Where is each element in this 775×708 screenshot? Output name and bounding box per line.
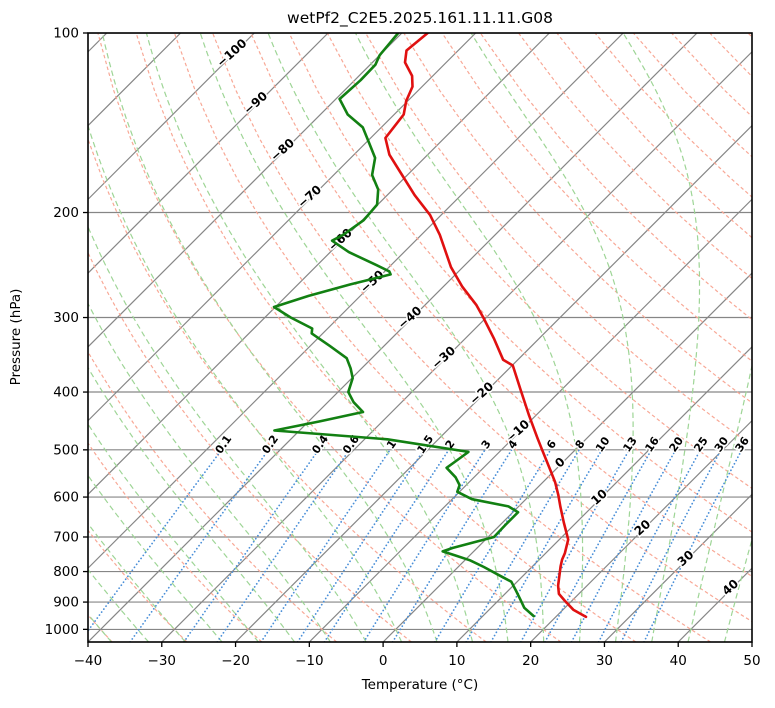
x-axis-label: Temperature (°C): [361, 677, 479, 693]
svg-text:10: 10: [593, 434, 613, 454]
axis-frame: [87, 32, 753, 643]
svg-text:600: 600: [53, 490, 79, 506]
moist-adiabat-lines: [88, 33, 752, 642]
svg-text:50: 50: [743, 653, 760, 669]
svg-text:−100: −100: [214, 36, 249, 70]
dewpoint-curve: [272, 33, 535, 618]
svg-text:10: 10: [448, 653, 465, 669]
svg-text:200: 200: [53, 205, 79, 221]
svg-text:0.1: 0.1: [213, 433, 235, 456]
pressure-gridlines: [88, 33, 752, 630]
y-axis-label: Pressure (hPa): [8, 289, 24, 386]
svg-text:40: 40: [670, 653, 687, 669]
svg-text:500: 500: [53, 442, 79, 458]
svg-text:25: 25: [691, 434, 710, 454]
svg-text:300: 300: [53, 310, 79, 326]
svg-text:−70: −70: [295, 182, 324, 210]
svg-text:400: 400: [53, 385, 79, 401]
dry-adiabat-lines: [88, 33, 752, 642]
svg-text:13: 13: [620, 434, 639, 454]
svg-text:800: 800: [53, 564, 79, 580]
svg-text:700: 700: [53, 529, 79, 545]
svg-text:20: 20: [632, 517, 654, 539]
svg-text:−40: −40: [395, 303, 424, 331]
svg-text:10: 10: [588, 486, 610, 508]
svg-text:20: 20: [522, 653, 539, 669]
y-tick-labels: 100 200 300 400 500 600 700 800 900 1000: [45, 26, 88, 638]
mixing-ratio-lines: [88, 448, 743, 642]
sounding-profiles: [272, 33, 588, 619]
svg-text:30: 30: [596, 653, 613, 669]
svg-text:−40: −40: [74, 653, 103, 669]
svg-text:−30: −30: [429, 343, 458, 371]
svg-text:40: 40: [719, 577, 741, 599]
svg-text:−90: −90: [241, 89, 270, 117]
temperature-curve: [384, 33, 588, 619]
plot-area: −100−90−80−70−60−50−40−30−20−10010203040…: [45, 26, 761, 670]
svg-text:16: 16: [642, 434, 662, 454]
isotherm-lines: [88, 33, 752, 642]
svg-text:20: 20: [667, 434, 687, 454]
svg-text:100: 100: [53, 26, 79, 42]
svg-text:−80: −80: [268, 136, 297, 164]
svg-text:900: 900: [53, 595, 79, 611]
svg-text:0: 0: [552, 455, 568, 471]
svg-text:30: 30: [712, 434, 732, 454]
svg-text:−30: −30: [148, 653, 177, 669]
svg-text:−20: −20: [467, 379, 496, 407]
plot-title: wetPf2_C2E5.2025.161.11.11.G08: [287, 9, 553, 28]
svg-text:30: 30: [675, 548, 697, 570]
x-tick-labels: −40 −30 −20 −10 0 10 20 30 40 50: [74, 642, 761, 669]
svg-text:−10: −10: [295, 653, 324, 669]
svg-text:0: 0: [379, 653, 388, 669]
svg-text:−20: −20: [221, 653, 250, 669]
svg-text:1000: 1000: [45, 622, 79, 638]
